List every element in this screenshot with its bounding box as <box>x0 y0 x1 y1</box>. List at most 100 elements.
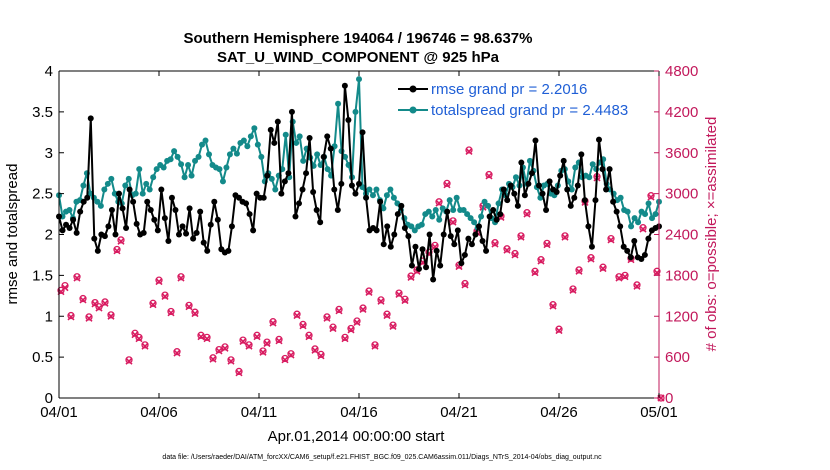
spread-point <box>268 175 275 182</box>
obs-assimilated-marker <box>269 319 277 327</box>
obs-assimilated-marker <box>443 181 451 189</box>
obs-assimilated-marker <box>107 312 115 320</box>
rmse-point <box>264 172 271 179</box>
rmse-point <box>391 231 398 238</box>
rmse-point <box>236 194 242 201</box>
obs-possible-marker <box>253 331 261 339</box>
rmse-point <box>165 238 172 245</box>
obs-possible-marker <box>377 296 385 304</box>
rmse-point <box>440 231 447 238</box>
rmse-point <box>599 166 606 173</box>
y-tick-label-right: 3000 <box>665 186 698 203</box>
spread-point <box>446 197 453 204</box>
rmse-point <box>610 198 617 205</box>
rmse-point <box>447 233 454 240</box>
obs-possible-marker <box>329 323 337 331</box>
obs-assimilated-marker <box>311 346 319 354</box>
rmse-point <box>207 221 214 228</box>
spread-point <box>317 162 324 169</box>
spread-point <box>153 166 160 173</box>
spread-point <box>631 215 638 222</box>
rmse-point <box>539 190 546 197</box>
spread-point <box>202 137 209 144</box>
spread-point <box>495 200 502 207</box>
data-file-footnote: data file: /Users/raeder/DAI/ATM_forcXX/… <box>162 454 602 461</box>
spread-point <box>568 186 575 193</box>
rmse-point <box>581 197 588 204</box>
rmse-point <box>416 265 422 272</box>
rmse-point <box>387 243 394 250</box>
rmse-point <box>613 208 620 215</box>
spread-point <box>526 157 533 164</box>
rmse-point <box>638 256 645 263</box>
rmse-point <box>641 251 648 258</box>
obs-assimilated-marker <box>79 296 87 304</box>
obs-assimilated-marker <box>407 273 415 281</box>
spread-point <box>174 153 181 160</box>
rmse-point <box>465 235 472 242</box>
obs-possible-marker <box>353 317 361 325</box>
spread-point <box>369 192 376 199</box>
rmse-point <box>190 235 197 242</box>
obs-possible-marker <box>259 347 267 355</box>
obs-assimilated-marker <box>253 333 261 341</box>
obs-assimilated-marker <box>191 309 199 318</box>
obs-assimilated-marker <box>435 199 443 207</box>
obs-assimilated-marker <box>239 337 247 346</box>
obs-possible-marker <box>117 236 125 244</box>
obs-assimilated-marker <box>561 233 569 241</box>
rmse-point <box>296 200 302 207</box>
spread-point <box>160 164 167 171</box>
spread-point <box>467 215 474 222</box>
rmse-point <box>521 192 528 199</box>
rmse-point <box>154 227 161 234</box>
y-tick-label-left: 4 <box>45 63 53 80</box>
obs-assimilated-marker <box>383 312 391 320</box>
obs-possible-marker <box>543 239 551 248</box>
x-tick-label: 04/11 <box>241 404 277 421</box>
spread-point <box>645 200 652 207</box>
y-tick-label-left: 3 <box>45 145 53 162</box>
rmse-point <box>363 194 370 201</box>
rmse-point <box>267 126 274 133</box>
rmse-point <box>356 180 362 187</box>
spread-point <box>192 157 199 164</box>
legend-spread-label: totalspread grand pr = 2.4483 <box>431 102 628 119</box>
obs-assimilated-marker <box>371 342 379 350</box>
obs-assimilated-marker <box>95 304 103 312</box>
rmse-point <box>514 202 521 209</box>
spread-point <box>380 205 387 212</box>
obs-possible-marker <box>587 254 595 262</box>
spread-point <box>244 143 251 150</box>
spread-point <box>293 139 300 146</box>
rmse-point <box>380 241 387 248</box>
spread-point <box>296 133 303 140</box>
rmse-point <box>306 135 313 142</box>
obs-assimilated-marker <box>85 314 93 322</box>
rmse-point <box>77 208 84 215</box>
rmse-point <box>334 206 341 213</box>
obs-possible-marker <box>227 356 235 364</box>
plot-area <box>59 71 659 398</box>
obs-possible-marker <box>239 336 247 344</box>
rmse-point <box>532 137 539 144</box>
y-tick-label-left: 2.5 <box>32 186 53 203</box>
axes: 04/01 04/06 04/11 04/16 04/21 04/26 05/0100.51… <box>32 63 698 421</box>
rmse-point <box>327 145 334 152</box>
obs-assimilated-marker <box>323 314 331 322</box>
rmse-point <box>345 117 352 124</box>
rmse-point <box>140 229 147 236</box>
obs-possible-marker <box>79 294 87 303</box>
y-tick-label-left: 0.5 <box>32 349 53 366</box>
rmse-point <box>574 182 581 189</box>
rmse-point <box>546 178 553 185</box>
spread-point <box>240 137 247 144</box>
spread-point <box>195 153 202 160</box>
rmse-point <box>310 188 317 195</box>
rmse-point <box>511 190 518 197</box>
obs-possible-marker <box>131 329 139 337</box>
obs-possible-marker <box>177 273 185 281</box>
rmse-point <box>317 219 324 226</box>
obs-assimilated-marker <box>259 348 267 356</box>
rmse-point <box>419 246 426 253</box>
